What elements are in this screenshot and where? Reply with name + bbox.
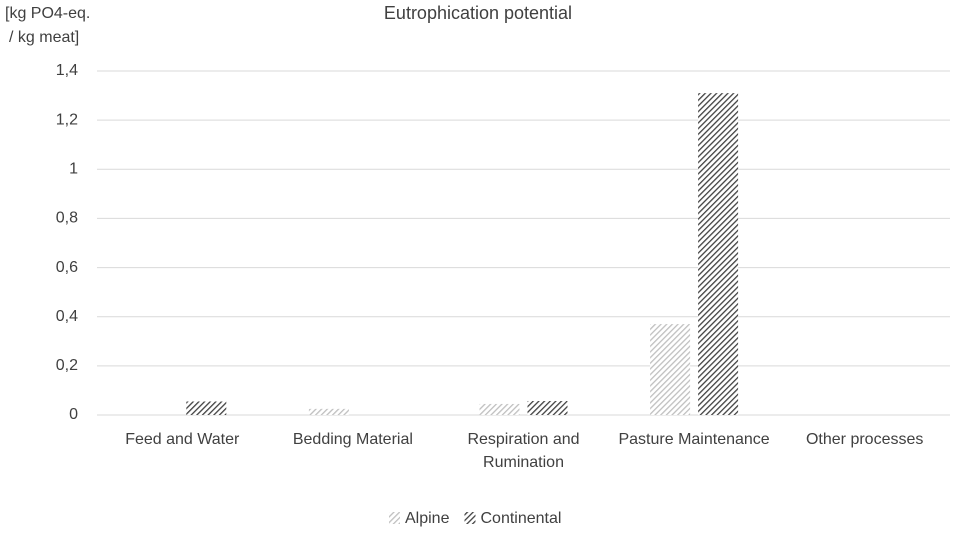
chart-title: Eutrophication potential xyxy=(384,3,572,23)
y-tick-label: 0 xyxy=(69,406,78,423)
bar xyxy=(186,401,227,415)
y-tick-label: 0,6 xyxy=(56,259,78,276)
legend-swatch xyxy=(464,512,476,524)
legend-label: Alpine xyxy=(405,510,450,527)
y-tick-label: 0,4 xyxy=(56,308,78,325)
y-tick-label: 1,2 xyxy=(56,111,78,128)
y-tick-label: 0,2 xyxy=(56,357,78,374)
legend-swatch xyxy=(389,512,400,524)
x-tick-label: Respiration and Rumination xyxy=(467,431,580,471)
legend-label: Continental xyxy=(480,510,561,527)
y-tick-label: 0,8 xyxy=(56,210,78,227)
x-tick-label: Feed and Water xyxy=(125,431,240,448)
y-tick-label: 1 xyxy=(69,161,78,178)
bar xyxy=(479,403,520,415)
y-axis-label: [kg PO4-eq. xyxy=(5,5,90,22)
bar xyxy=(650,324,691,415)
bar xyxy=(698,93,739,415)
x-tick-label: Bedding Material xyxy=(292,431,413,448)
bar xyxy=(308,408,349,415)
y-tick-label: 1,4 xyxy=(56,62,78,79)
bar xyxy=(527,400,568,415)
x-tick-label: Other processes xyxy=(805,431,924,448)
x-tick-label: Pasture Maintenance xyxy=(618,431,770,448)
y-axis-label: / kg meat] xyxy=(9,29,79,46)
